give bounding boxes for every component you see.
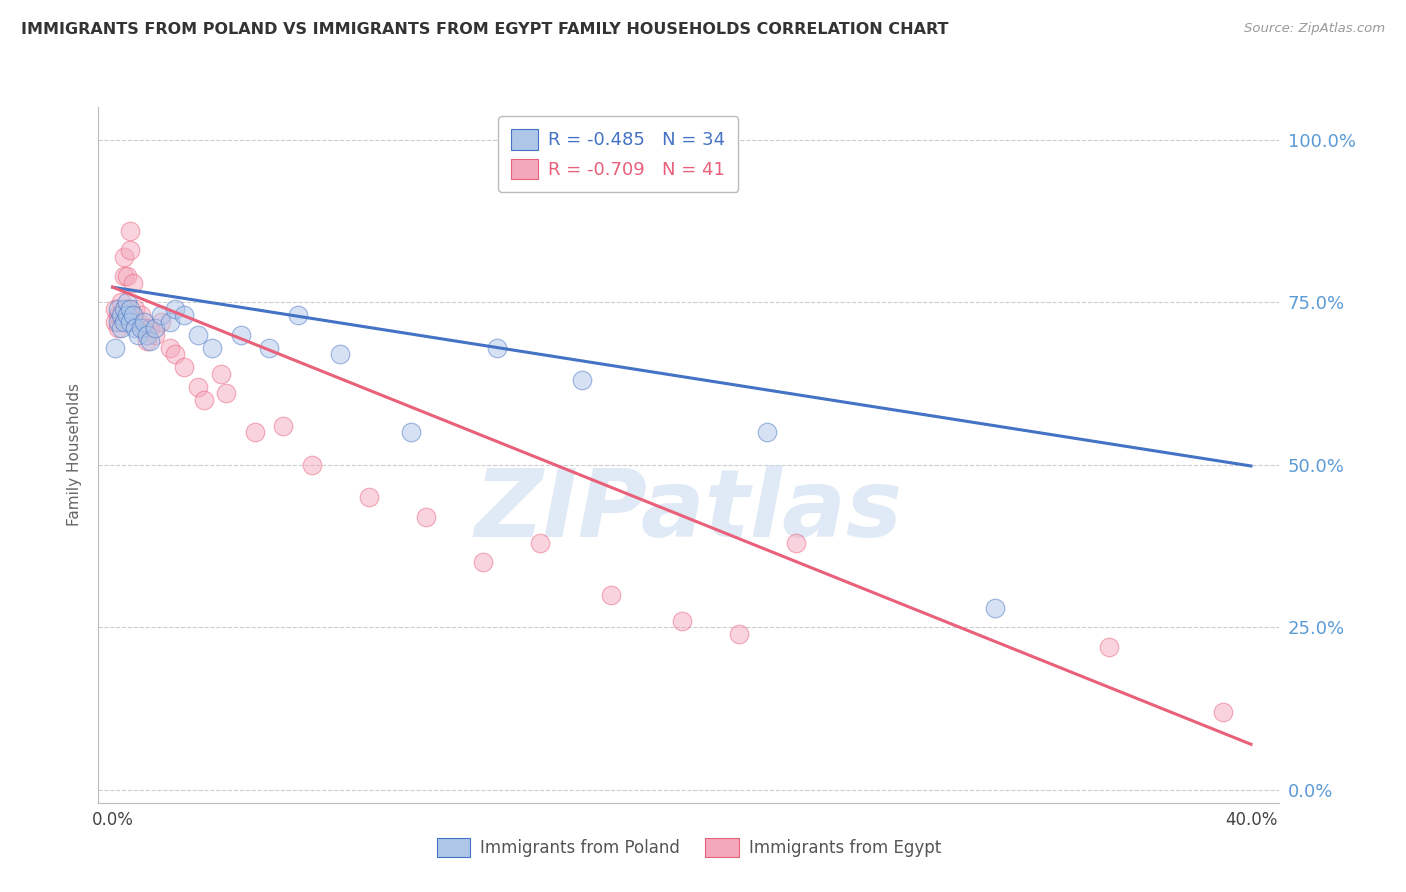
Point — [110, 321, 132, 335]
Point — [118, 301, 141, 316]
Point — [193, 392, 215, 407]
Point — [329, 347, 352, 361]
Point — [127, 315, 149, 329]
Point — [132, 315, 155, 329]
Point — [104, 341, 127, 355]
Point — [1212, 705, 1234, 719]
Point — [118, 224, 141, 238]
Point — [115, 269, 138, 284]
Point — [173, 360, 195, 375]
Point — [129, 321, 152, 335]
Point — [124, 321, 146, 335]
Point — [135, 334, 157, 348]
Point — [104, 301, 127, 316]
Point — [756, 425, 779, 439]
Point — [159, 341, 181, 355]
Point — [785, 535, 807, 549]
Point — [127, 327, 149, 342]
Point — [138, 334, 160, 348]
Point — [671, 614, 693, 628]
Point — [571, 373, 593, 387]
Point — [187, 379, 209, 393]
Point — [118, 243, 141, 257]
Legend: Immigrants from Poland, Immigrants from Egypt: Immigrants from Poland, Immigrants from … — [430, 831, 948, 864]
Point — [107, 308, 129, 322]
Point — [110, 308, 132, 322]
Point — [173, 308, 195, 322]
Point — [159, 315, 181, 329]
Point — [115, 308, 138, 322]
Point — [150, 308, 173, 322]
Point — [229, 327, 252, 342]
Point — [401, 425, 423, 439]
Point — [165, 301, 187, 316]
Point — [257, 341, 280, 355]
Point — [132, 321, 155, 335]
Point — [209, 367, 232, 381]
Point — [529, 535, 551, 549]
Point — [215, 386, 238, 401]
Text: ZIPatlas: ZIPatlas — [475, 465, 903, 557]
Point — [110, 308, 132, 322]
Point — [115, 295, 138, 310]
Point — [107, 315, 129, 329]
Y-axis label: Family Households: Family Households — [67, 384, 83, 526]
Text: IMMIGRANTS FROM POLAND VS IMMIGRANTS FROM EGYPT FAMILY HOUSEHOLDS CORRELATION CH: IMMIGRANTS FROM POLAND VS IMMIGRANTS FRO… — [21, 22, 949, 37]
Point — [187, 327, 209, 342]
Point — [112, 250, 135, 264]
Point — [107, 301, 129, 316]
Point — [138, 321, 160, 335]
Point — [118, 315, 141, 329]
Point — [415, 509, 437, 524]
Text: Source: ZipAtlas.com: Source: ZipAtlas.com — [1244, 22, 1385, 36]
Point — [115, 301, 138, 316]
Point — [984, 600, 1007, 615]
Point — [471, 555, 494, 569]
Point — [485, 341, 508, 355]
Point — [129, 308, 152, 322]
Point — [243, 425, 266, 439]
Point — [143, 327, 166, 342]
Point — [112, 269, 135, 284]
Point — [150, 315, 173, 329]
Point — [1098, 640, 1121, 654]
Point — [110, 295, 132, 310]
Point — [143, 321, 166, 335]
Point — [301, 458, 323, 472]
Point — [124, 301, 146, 316]
Point — [201, 341, 224, 355]
Point — [287, 308, 309, 322]
Point — [112, 301, 135, 316]
Point — [112, 315, 135, 329]
Point — [273, 418, 295, 433]
Point — [107, 321, 129, 335]
Point — [165, 347, 187, 361]
Point — [121, 308, 143, 322]
Point — [727, 626, 749, 640]
Point — [357, 490, 380, 504]
Point — [599, 588, 621, 602]
Point — [104, 315, 127, 329]
Point — [121, 276, 143, 290]
Point — [135, 327, 157, 342]
